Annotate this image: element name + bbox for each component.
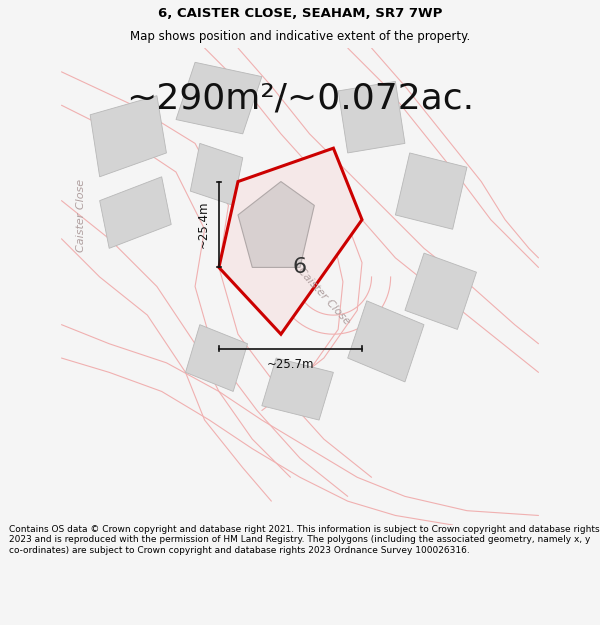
Polygon shape (338, 81, 405, 153)
Polygon shape (348, 301, 424, 382)
Polygon shape (190, 143, 243, 206)
Polygon shape (219, 148, 362, 334)
Text: Map shows position and indicative extent of the property.: Map shows position and indicative extent… (130, 30, 470, 42)
Polygon shape (395, 153, 467, 229)
Polygon shape (262, 358, 334, 420)
Text: Caister Close: Caister Close (76, 178, 86, 251)
Text: ~290m²/~0.072ac.: ~290m²/~0.072ac. (126, 81, 474, 116)
Polygon shape (405, 253, 476, 329)
Text: ~25.7m: ~25.7m (267, 358, 314, 371)
Polygon shape (185, 324, 248, 391)
Text: Contains OS data © Crown copyright and database right 2021. This information is : Contains OS data © Crown copyright and d… (9, 525, 599, 555)
Text: ~25.4m: ~25.4m (196, 201, 209, 248)
Polygon shape (176, 62, 262, 134)
Text: Caister Close: Caister Close (296, 266, 352, 326)
Text: 6, CAISTER CLOSE, SEAHAM, SR7 7WP: 6, CAISTER CLOSE, SEAHAM, SR7 7WP (158, 8, 442, 20)
Polygon shape (100, 177, 171, 248)
Polygon shape (90, 96, 166, 177)
Polygon shape (238, 181, 314, 268)
Text: 6: 6 (293, 258, 307, 278)
